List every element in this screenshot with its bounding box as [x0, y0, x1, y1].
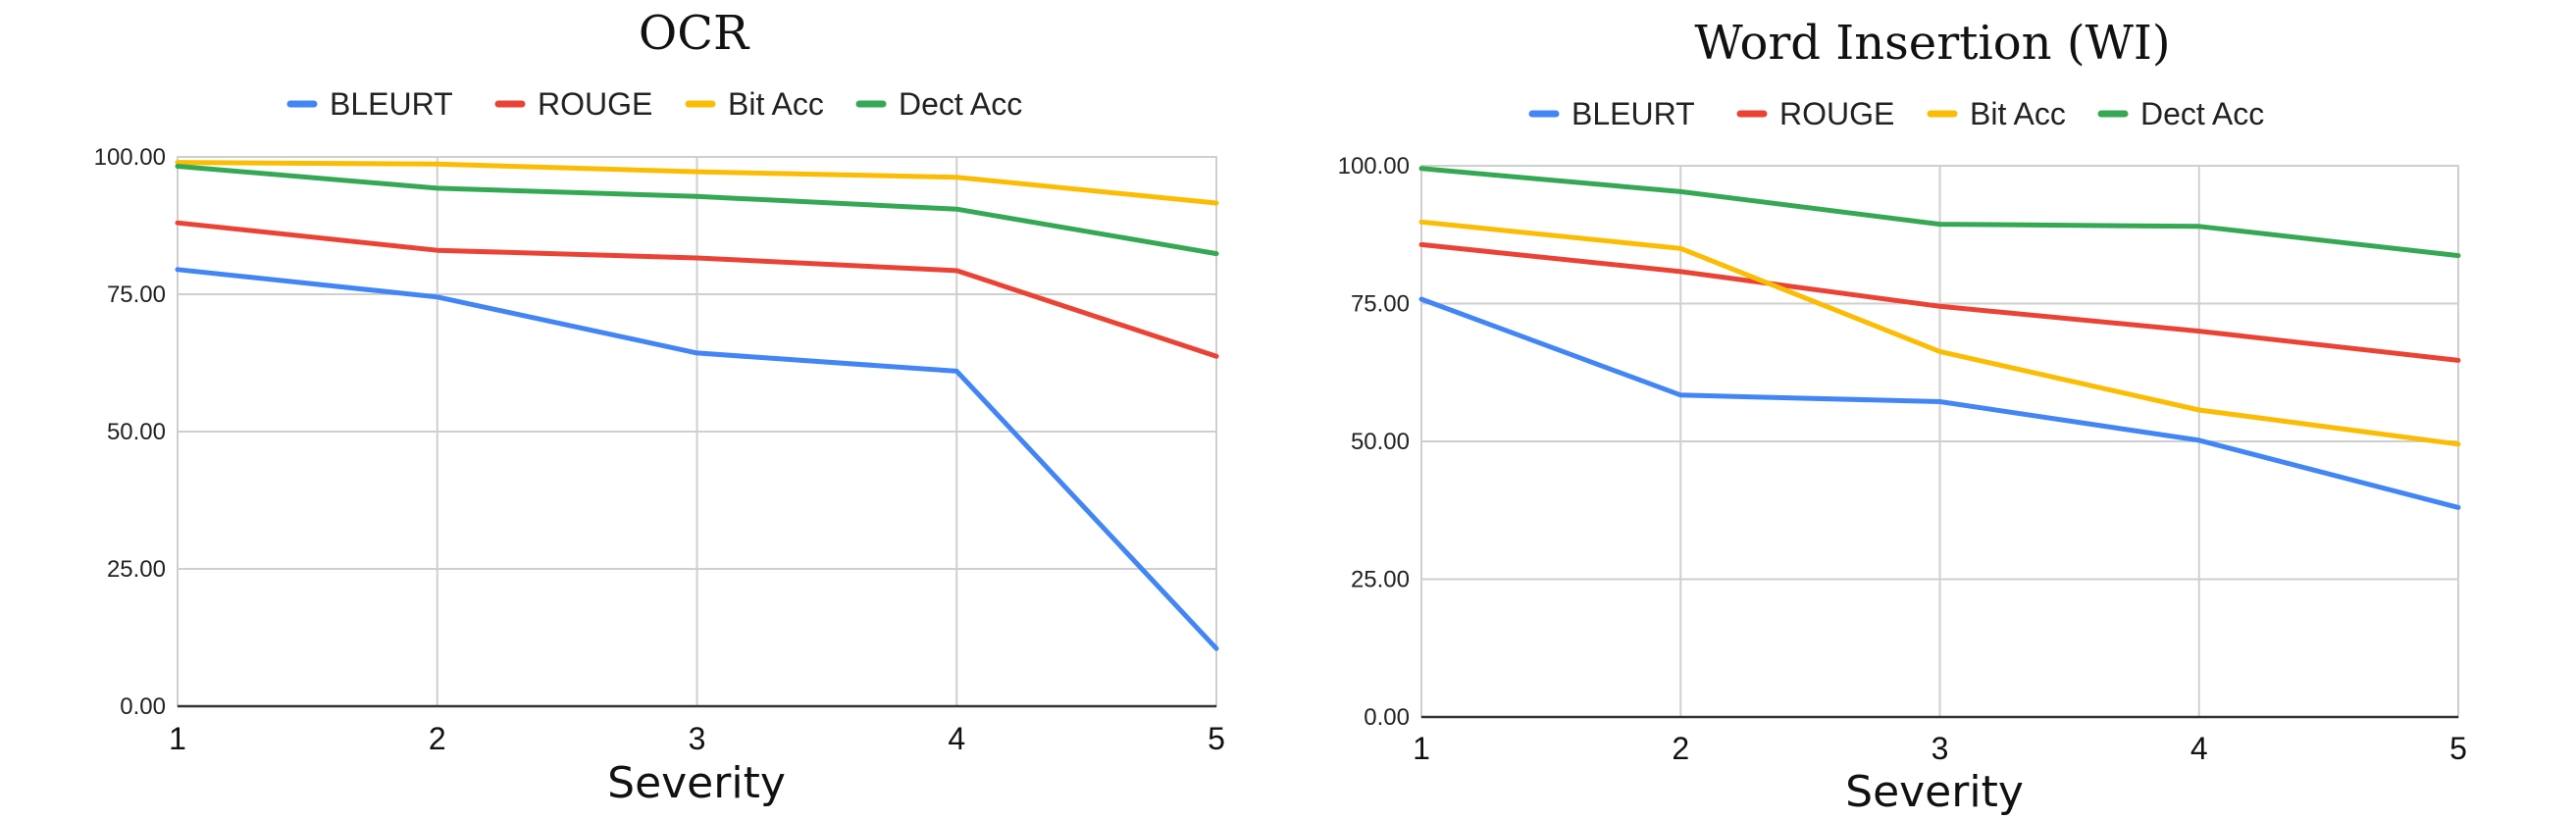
legend-label: BLEURT — [330, 86, 453, 122]
y-tick-label: 75.00 — [1351, 291, 1410, 318]
legend-item-bit-acc: Bit Acc — [685, 86, 824, 122]
x-tick-label: 3 — [689, 721, 706, 756]
series-line-bit-acc — [175, 160, 1219, 206]
y-tick-label: 100.00 — [94, 144, 166, 171]
legend-item-dect-acc: Dect Acc — [855, 86, 1022, 122]
series-line-bleurt — [175, 267, 1219, 651]
legend-item-rouge: ROUGE — [494, 86, 652, 122]
legend-label: Dect Acc — [2140, 96, 2264, 131]
x-tick-label: 1 — [1413, 731, 1430, 766]
y-tick-label: 100.00 — [1338, 153, 1410, 179]
legend-item-bleurt: BLEURT — [1528, 96, 1695, 131]
x-tick-label: 4 — [2190, 731, 2208, 766]
series-line-bleurt — [1418, 296, 2461, 510]
y-tick-label: 0.00 — [1364, 704, 1410, 731]
legend-label: BLEURT — [1571, 96, 1695, 131]
x-tick-label: 2 — [429, 721, 446, 756]
legend-label: Bit Acc — [1970, 96, 2066, 131]
x-axis-label: Severity — [607, 758, 786, 808]
y-tick-label: 0.00 — [120, 693, 166, 720]
legend-label: Dect Acc — [899, 86, 1022, 122]
legend-item-dect-acc: Dect Acc — [2097, 96, 2264, 131]
y-tick-label: 50.00 — [107, 419, 166, 445]
x-axis-label: Severity — [1845, 767, 2024, 817]
legend-label: Bit Acc — [728, 86, 824, 122]
chart-title: Word Insertion (WI) — [1694, 16, 2170, 71]
series-line-dect-acc — [175, 164, 1219, 257]
y-tick-label: 25.00 — [107, 556, 166, 583]
x-tick-label: 5 — [2449, 731, 2467, 766]
chart-title: OCR — [639, 6, 750, 61]
legend-item-rouge: ROUGE — [1736, 96, 1894, 131]
x-tick-label: 2 — [1672, 731, 1689, 766]
x-tick-label: 5 — [1208, 721, 1225, 756]
series-line-dect-acc — [1418, 166, 2461, 259]
y-tick-label: 50.00 — [1351, 429, 1410, 455]
chart-2: Word Insertion (WI) BLEURT ROUGE Bit Acc Dec… — [1338, 16, 2467, 817]
legend-label: ROUGE — [538, 86, 652, 122]
series-line-rouge — [1418, 241, 2461, 363]
y-tick-label: 25.00 — [1351, 567, 1410, 593]
x-tick-label: 1 — [169, 721, 186, 756]
legend-item-bit-acc: Bit Acc — [1927, 96, 2066, 131]
chart-1: OCR BLEURT ROUGE Bit Acc Dect Acc 0.00 25.00 50… — [94, 6, 1225, 808]
legend-label: ROUGE — [1779, 96, 1894, 131]
series-line-rouge — [175, 220, 1219, 359]
x-tick-label: 3 — [1932, 731, 1949, 766]
legend-item-bleurt: BLEURT — [286, 86, 453, 122]
series-line-bit-acc — [1418, 219, 2461, 447]
y-tick-label: 75.00 — [107, 282, 166, 308]
x-tick-label: 4 — [948, 721, 965, 756]
